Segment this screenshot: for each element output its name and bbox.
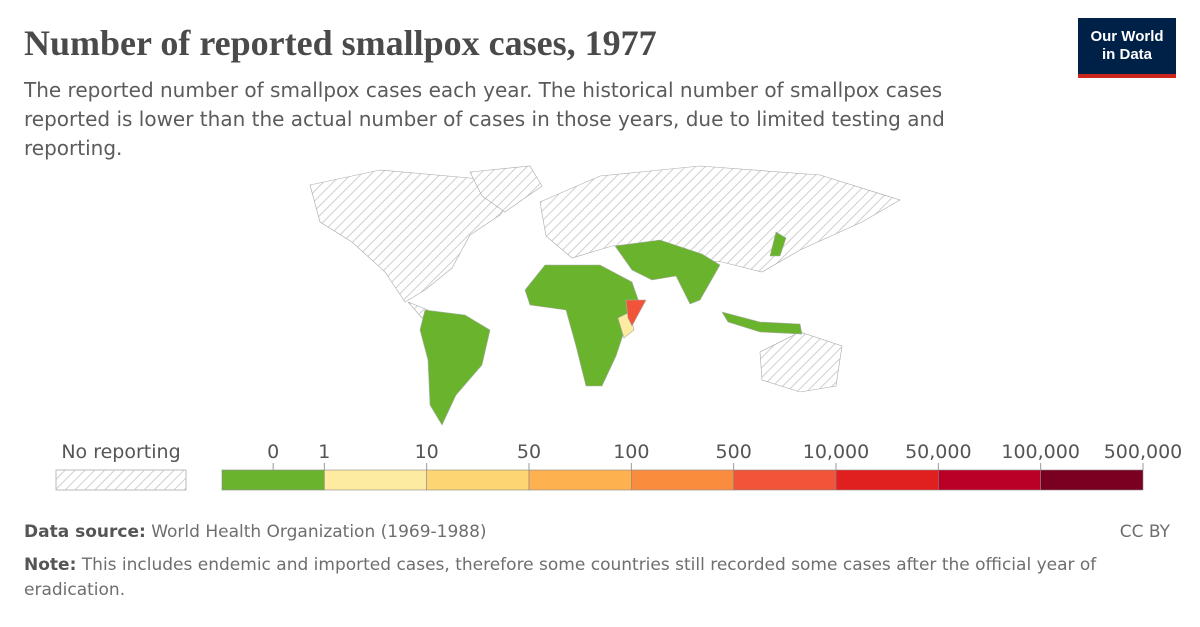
country xyxy=(614,239,721,305)
chart-title: Number of reported smallpox cases, 1977 xyxy=(24,23,657,63)
legend-tick-label: 100,000 xyxy=(1001,441,1080,463)
legend-tick-label: 10,000 xyxy=(803,441,869,463)
note-label: Note: xyxy=(24,555,77,575)
legend-bin xyxy=(426,469,530,491)
legend-tick-label: 10 xyxy=(415,441,439,463)
legend-bin xyxy=(938,469,1041,491)
legend-tick-label: 1 xyxy=(318,441,330,463)
country xyxy=(625,299,647,327)
source-text: World Health Organization (1969-1988) xyxy=(151,522,487,542)
source: Data source: World Health Organization (… xyxy=(24,520,487,545)
legend-bin xyxy=(221,469,325,491)
legend-bin xyxy=(324,469,427,491)
country xyxy=(524,264,641,387)
legend-bin xyxy=(835,469,939,491)
map xyxy=(309,165,901,426)
note-text: This includes endemic and imported cases… xyxy=(24,555,1097,600)
legend-label: No reporting xyxy=(61,441,180,463)
chart-subtitle: The reported number of smallpox cases ea… xyxy=(24,78,945,160)
legend: 0 1 10 50 100 500 10,000 50,000 100,000 500,000 xyxy=(221,441,1183,491)
license: CC BY xyxy=(1119,522,1170,542)
legend-bin xyxy=(1040,469,1144,491)
legend-tick-label: 500,000 xyxy=(1104,441,1183,463)
legend-tick-label: 50 xyxy=(517,441,541,463)
land-no-data xyxy=(539,165,901,273)
no-data-swatch xyxy=(55,469,187,491)
logo-line: in Data xyxy=(1101,46,1152,63)
legend-tick-label: 0 xyxy=(267,441,279,463)
land-no-data xyxy=(309,169,521,303)
legend-bin xyxy=(631,469,734,491)
logo-line: Our World xyxy=(1090,28,1164,45)
note: Note: This includes endemic and imported… xyxy=(24,553,1154,603)
source-label: Data source: xyxy=(24,522,146,542)
country xyxy=(419,309,491,426)
legend-tick-label: 100 xyxy=(613,441,649,463)
legend-tick-label: 50,000 xyxy=(905,441,971,463)
land-no-data xyxy=(469,165,543,213)
logo[interactable]: Our World in Data xyxy=(1078,18,1176,78)
land-no-data xyxy=(759,331,843,393)
country xyxy=(769,231,787,257)
legend-tick-label: 500 xyxy=(716,441,752,463)
legend-bin xyxy=(733,469,837,491)
legend-bin xyxy=(528,469,632,491)
country xyxy=(721,311,803,335)
